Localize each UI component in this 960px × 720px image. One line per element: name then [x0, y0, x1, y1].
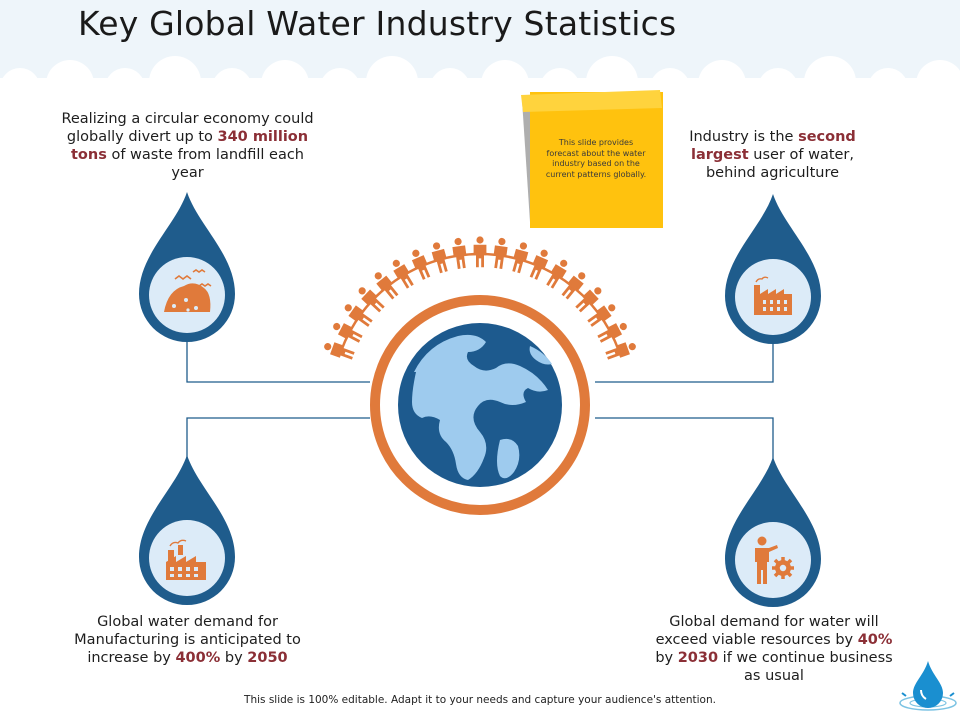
stat-highlight: second largest [690, 129, 856, 163]
stat-industry-water-use: Industry is the second largest user of w… [665, 128, 880, 182]
stat-highlight: 40% [857, 632, 893, 648]
stat-manufacturing-demand: Global water demand for Manufacturing is… [70, 613, 305, 667]
person-figure-icon [491, 237, 509, 270]
drop-bottom-left [139, 455, 235, 605]
connector-lines [186, 340, 774, 465]
orange-ring [370, 295, 590, 515]
stat-highlight: 340 million tons [71, 129, 309, 163]
stat-circular-economy: Realizing a circular economy could globa… [60, 110, 315, 182]
stat-text: by [220, 650, 248, 666]
stat-text: Global water demand for Manufacturing is… [74, 614, 301, 666]
page-title: Key Global Water Industry Statistics [78, 4, 677, 43]
stat-text: user of water, behind agriculture [705, 147, 855, 181]
drop-top-left [139, 192, 235, 342]
drop-bottom-right [725, 457, 821, 607]
stat-text: if we continue business as usual [718, 650, 893, 684]
person-figure-icon [473, 236, 487, 268]
person-figure-icon [604, 339, 638, 362]
people-arc [322, 236, 638, 362]
drop-top-right [725, 194, 821, 344]
globe-icon [398, 323, 562, 487]
stat-text: Realizing a circular economy could globa… [61, 111, 314, 145]
stat-text: Global demand for water will exceed viab… [655, 614, 879, 648]
stat-global-water-demand: Global demand for water will exceed viab… [655, 613, 893, 685]
sticky-note-text: This slide provides forecast about the w… [545, 138, 647, 179]
sticky-note [521, 90, 663, 228]
person-figure-icon [596, 319, 630, 345]
water-drop-logo-icon [899, 661, 957, 711]
person-figure-icon [544, 256, 572, 290]
stat-highlight: 2030 [677, 650, 719, 666]
stat-highlight: 2050 [247, 650, 288, 666]
footer-text: This slide is 100% editable. Adapt it to… [244, 694, 716, 706]
person-figure-icon [451, 237, 469, 270]
manufacturing-icon [166, 539, 206, 580]
stat-text: Industry is the [689, 129, 799, 145]
factory-icon [754, 276, 792, 315]
stat-text: by [655, 650, 678, 666]
person-figure-icon [388, 256, 416, 290]
businessman-gear-icon [755, 536, 794, 584]
person-figure-icon [330, 319, 364, 345]
hands-line [339, 252, 621, 352]
stat-text: of waste from landfill each year [106, 147, 304, 181]
landfill-icon [164, 269, 212, 312]
stat-highlight: 400% [175, 650, 221, 666]
person-figure-icon [322, 339, 356, 362]
